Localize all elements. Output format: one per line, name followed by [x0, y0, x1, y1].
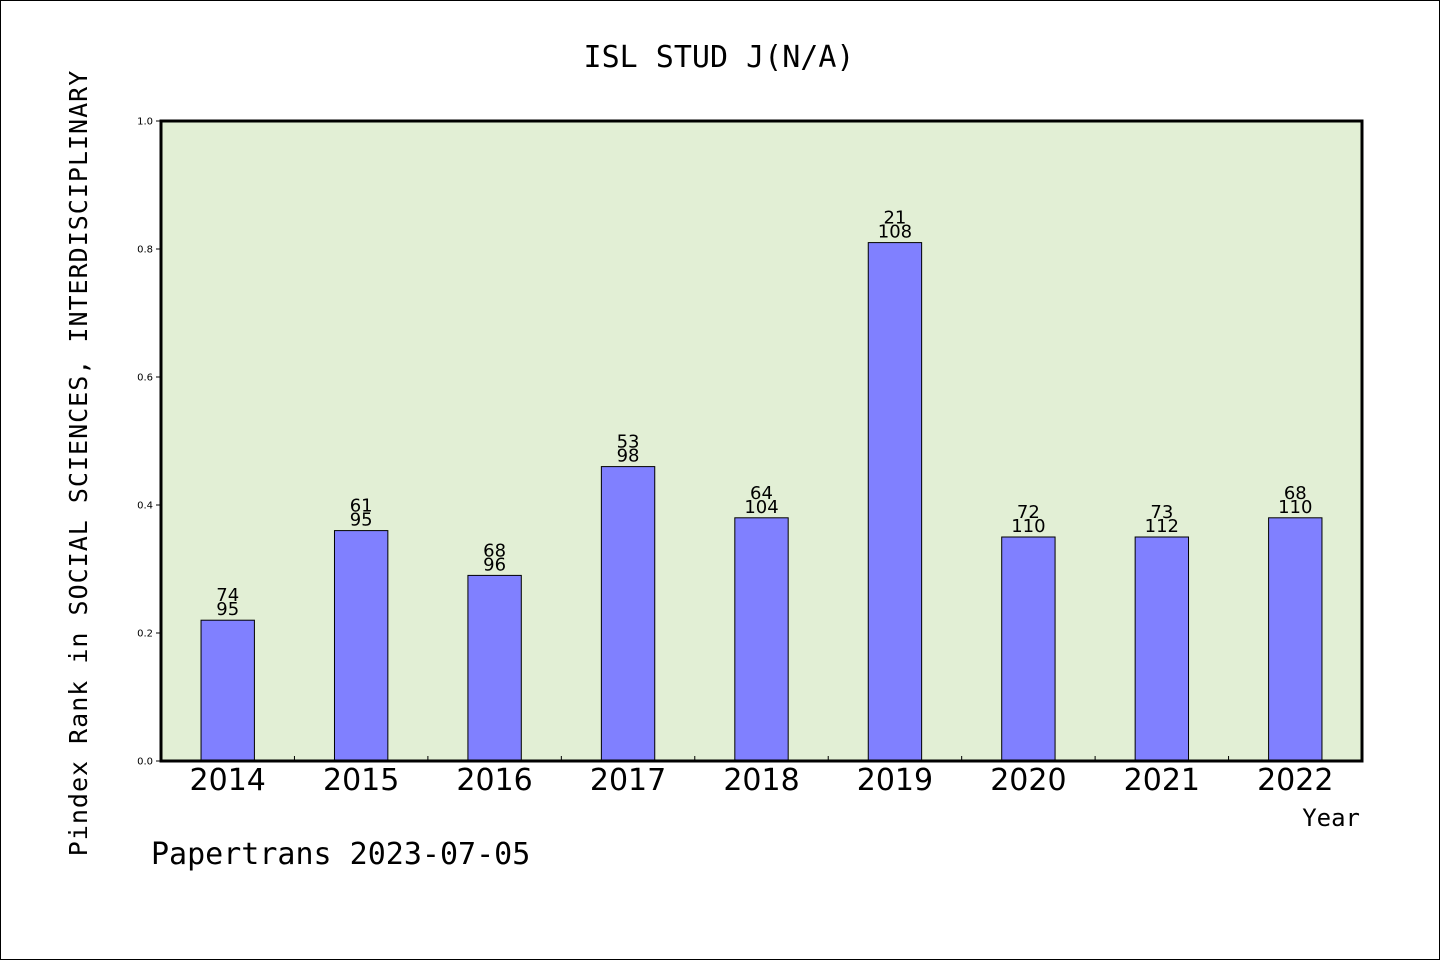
bar — [1001, 536, 1056, 762]
y-tick-label: 0.6 — [137, 373, 153, 384]
y-tick-label: 0.2 — [137, 629, 153, 640]
bar — [467, 574, 522, 762]
bar-rank-label: 68 — [1284, 483, 1307, 504]
y-tick-label: 0.8 — [137, 245, 153, 256]
bar-rank-label: 73 — [1150, 502, 1173, 523]
x-tick-label: 2020 — [990, 763, 1066, 798]
chart-title: ISL STUD J(N/A) — [584, 40, 855, 75]
x-tick-label: 2014 — [190, 763, 266, 798]
bar — [1268, 517, 1323, 762]
bar-total-label: 110 — [1011, 516, 1045, 537]
bar-rank-label: 61 — [350, 496, 373, 517]
x-tick-label: 2022 — [1257, 763, 1333, 798]
y-tick-label: 0.4 — [137, 501, 153, 512]
bar-total-label: 104 — [744, 497, 778, 518]
plot-border — [159, 119, 1364, 763]
bar-total-label: 95 — [216, 599, 239, 620]
x-tick-label: 2015 — [323, 763, 399, 798]
bar-total-label: 98 — [617, 446, 640, 467]
bar — [333, 530, 389, 762]
y-tick-label: 0.0 — [137, 757, 153, 768]
bar — [200, 619, 255, 762]
bar-rank-label: 53 — [617, 432, 640, 453]
bar-total-label: 110 — [1278, 497, 1312, 518]
chart-marks: 0.00.20.40.60.81.07495201461952015689620… — [137, 117, 1364, 798]
bar — [867, 242, 923, 762]
bar — [734, 517, 789, 762]
bar-rank-label: 21 — [883, 208, 906, 229]
bar-total-label: 95 — [350, 510, 373, 531]
y-tick-label: 1.0 — [137, 117, 153, 128]
bar-total-label: 112 — [1145, 516, 1179, 537]
bar-rank-label: 64 — [750, 483, 773, 504]
x-tick-label: 2018 — [723, 763, 799, 798]
x-tick-label: 2016 — [456, 763, 532, 798]
x-axis-label: Year — [1302, 804, 1360, 832]
y-axis-label: Pindex Rank in SOCIAL SCIENCES, INTERDIS… — [64, 70, 93, 857]
bar-rank-label: 68 — [483, 540, 506, 561]
x-tick-label: 2019 — [857, 763, 933, 798]
bar-rank-label: 72 — [1017, 502, 1040, 523]
bar — [1134, 536, 1190, 762]
source-note: Papertrans 2023-07-05 — [151, 837, 530, 872]
bar — [600, 466, 656, 762]
x-tick-label: 2021 — [1124, 763, 1200, 798]
bar-total-label: 96 — [483, 554, 506, 575]
bar-rank-label: 74 — [216, 585, 239, 606]
x-tick-label: 2017 — [590, 763, 666, 798]
bar-total-label: 108 — [878, 222, 912, 243]
